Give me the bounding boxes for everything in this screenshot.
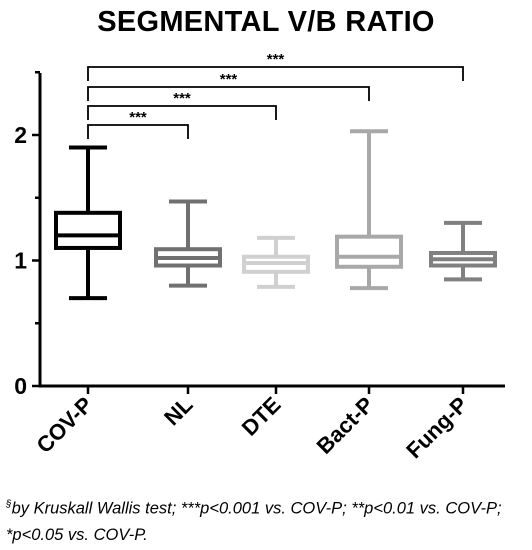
bracket-line	[87, 86, 370, 101]
x-tick-label: DTE	[237, 392, 286, 441]
significance-label: ***	[129, 109, 147, 126]
significance-brackets: *** *** *** ***	[87, 51, 464, 139]
x-tick-label: Fung-P	[401, 392, 472, 463]
box-fung-p	[429, 220, 497, 282]
axes: 0 1 2	[14, 71, 505, 399]
chart-title: SEGMENTAL V/B RATIO	[97, 6, 435, 38]
box-dte	[242, 235, 310, 289]
significance-label: ***	[220, 71, 238, 88]
footnote-text: by Kruskall Wallis test; ***p<0.001 vs. …	[6, 499, 502, 544]
y-tick-label: 2	[14, 122, 27, 148]
box-cov-p	[54, 145, 122, 301]
significance-bracket: ***	[87, 109, 189, 139]
footnote: §by Kruskall Wallis test; ***p<0.001 vs.…	[6, 492, 531, 548]
chart-plot: 0 1 2 *** *** *** *** COV-P NL DTE Bact-P Fung-P	[14, 51, 505, 463]
x-tick-label: NL	[159, 392, 197, 430]
box-bact-p	[335, 129, 403, 291]
x-tick-labels: COV-P NL DTE Bact-P Fung-P	[31, 392, 472, 463]
x-tick-label: COV-P	[31, 392, 97, 458]
significance-bracket: ***	[87, 51, 464, 81]
significance-bracket: ***	[87, 90, 277, 120]
significance-label: ***	[173, 90, 191, 107]
y-tick-label: 0	[14, 373, 27, 399]
box-plots	[54, 129, 497, 301]
box-nl	[154, 199, 222, 288]
bracket-line	[87, 105, 277, 120]
footnote-marker: §	[6, 499, 12, 510]
significance-bracket: ***	[87, 71, 370, 101]
x-tick-label: Bact-P	[312, 392, 379, 459]
bracket-line	[87, 66, 464, 81]
bracket-line	[87, 124, 189, 139]
box-iqr	[335, 234, 403, 269]
box-iqr	[54, 210, 122, 250]
significance-label: ***	[267, 51, 285, 68]
y-tick-label: 1	[14, 248, 27, 274]
